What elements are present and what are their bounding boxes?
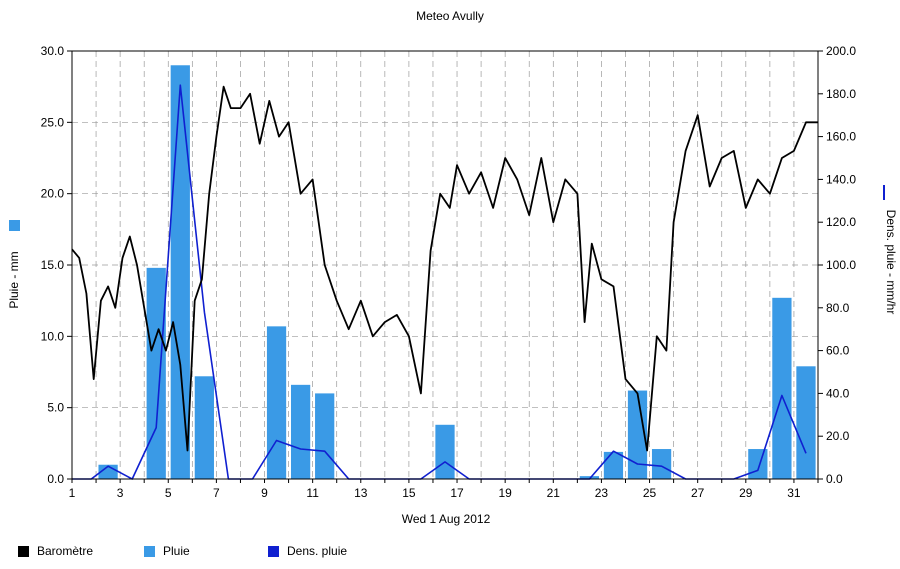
legend-dens-pluie: Dens. pluie	[268, 541, 347, 561]
x-tick-label: 5	[165, 486, 172, 500]
y-right-tick-label: 120.0	[826, 215, 856, 229]
rain-bar	[435, 424, 455, 479]
rain-bar	[796, 366, 816, 479]
legend-pluie: Pluie	[144, 541, 190, 561]
y-left-tick-label: 0.0	[47, 472, 64, 486]
x-tick-label: 1	[69, 486, 76, 500]
y-left-tick-label: 5.0	[47, 401, 64, 415]
x-tick-label: 11	[306, 486, 319, 500]
legend-swatch-dens-pluie	[268, 545, 279, 557]
legend-swatch-barometre	[18, 545, 29, 557]
rain-bar	[651, 449, 672, 479]
x-tick-label: 27	[691, 486, 705, 500]
rain-bar	[290, 384, 311, 479]
rain-bar	[146, 267, 166, 479]
x-tick-label: 29	[739, 486, 753, 500]
rain-bar	[579, 476, 600, 479]
y-left-tick-label: 30.0	[41, 44, 65, 58]
rain-bar	[603, 451, 624, 479]
legend-label-pluie: Pluie	[163, 544, 190, 558]
y-right-tick-label: 80.0	[826, 301, 850, 315]
y-axis-left-label: Pluie - mm	[7, 251, 21, 308]
y-right-tick-label: 20.0	[826, 429, 850, 443]
y-axis-right-label: Dens. pluie - mm/hr	[884, 210, 898, 315]
rain-bar	[170, 65, 190, 480]
x-axis-label: Wed 1 Aug 2012	[402, 512, 491, 526]
y-left-tick-label: 10.0	[41, 329, 65, 343]
y-left-tick-label: 20.0	[41, 187, 65, 201]
x-tick-label: 3	[117, 486, 124, 500]
x-tick-label: 13	[354, 486, 368, 500]
legend-label-dens-pluie: Dens. pluie	[287, 544, 348, 558]
rain-density-line	[72, 84, 807, 480]
x-tick-label: 9	[261, 486, 268, 500]
y-right-tick-label: 140.0	[826, 172, 856, 186]
legend-barometre: Baromètre	[18, 541, 93, 561]
rain-bar	[315, 393, 335, 479]
x-tick-label: 7	[213, 486, 220, 500]
y-right-tick-label: 160.0	[826, 130, 856, 144]
axes: 0.0 5.0 10.0 15.0 20.0 25.0 30.0 0.0 20.0 40.0 60.…	[41, 44, 857, 500]
x-tick-label: 19	[498, 486, 512, 500]
y-left-tick-label: 25.0	[41, 115, 65, 129]
rain-bar	[266, 326, 287, 479]
y-right-tick-label: 0.0	[826, 472, 843, 486]
chart-title: Meteo Avully	[416, 9, 484, 23]
legend-swatch-pluie	[144, 545, 155, 557]
barometre-line	[71, 85, 818, 452]
x-tick-label: 31	[787, 486, 801, 500]
y-left-tick-label: 15.0	[41, 258, 65, 272]
y-right-tick-label: 40.0	[826, 386, 850, 400]
y-right-tick-label: 60.0	[826, 344, 850, 358]
x-tick-label: 15	[402, 486, 416, 500]
legend-label-barometre: Baromètre	[37, 544, 94, 558]
rain-bar	[748, 449, 768, 479]
rain-bar	[772, 297, 792, 479]
grid	[72, 51, 818, 479]
x-tick-label: 21	[547, 486, 561, 500]
x-tick-label: 17	[450, 486, 464, 500]
y-right-tick-label: 200.0	[826, 44, 856, 58]
y-right-tick-label: 180.0	[826, 87, 856, 101]
series-lines	[71, 84, 818, 480]
rain-bar	[194, 376, 214, 479]
y-right-tick-label: 100.0	[826, 258, 856, 272]
rain-bar	[627, 390, 648, 479]
x-tick-label: 25	[643, 486, 657, 500]
x-tick-label: 23	[595, 486, 609, 500]
y-axis-left-legend-swatch	[9, 220, 20, 231]
